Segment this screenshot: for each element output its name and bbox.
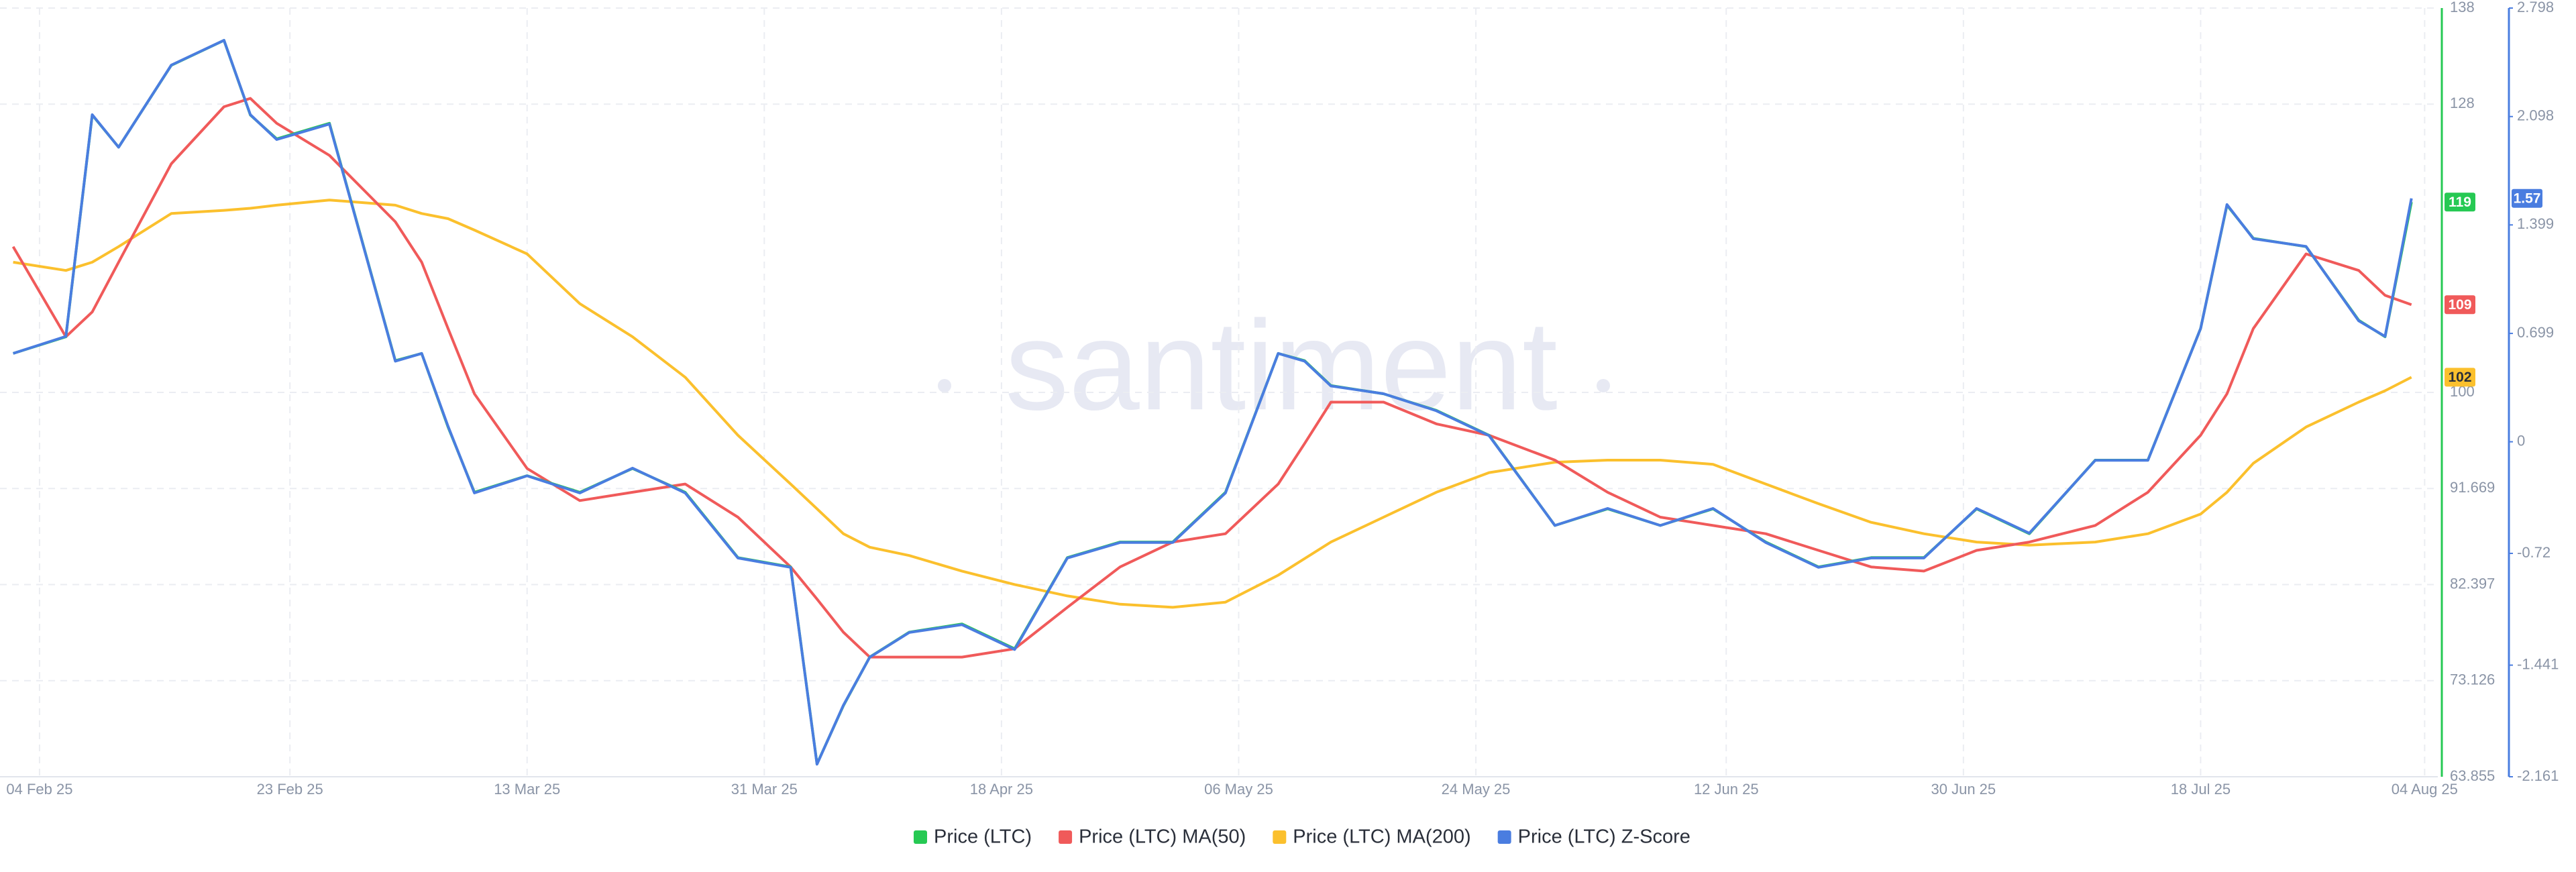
legend-label: Price (LTC)	[934, 826, 1032, 848]
watermark-dot	[1597, 379, 1610, 392]
x-tick-label: 23 Feb 25	[257, 781, 323, 798]
watermark-dot	[938, 379, 951, 392]
legend-label: Price (LTC) MA(200)	[1293, 826, 1470, 848]
end-label: 1.57	[2512, 188, 2542, 208]
x-tick-label: 30 Jun 25	[1931, 781, 1996, 798]
end-label-bg	[2445, 368, 2475, 387]
y-tick-label: 128	[2450, 95, 2475, 111]
y-tick-label: 82.397	[2450, 575, 2495, 592]
end-label-text: 1.57	[2514, 190, 2541, 206]
legend-swatch	[914, 830, 927, 844]
y-tick-label: 91.669	[2450, 479, 2495, 496]
series-line	[11, 97, 2412, 659]
x-tick-label: 31 Mar 25	[731, 781, 798, 798]
y2-tick-label: 2.798	[2517, 0, 2554, 15]
y2-tick-label: 0	[2517, 432, 2525, 449]
legend-label: Price (LTC) Z-Score	[1518, 826, 1690, 848]
legend-swatch	[1497, 830, 1511, 844]
y-tick-label: 63.855	[2450, 767, 2495, 784]
x-tick-label: 12 Jun 25	[1694, 781, 1759, 798]
y2-tick-label: 2.098	[2517, 107, 2554, 124]
y2-tick-label: -2.161	[2517, 767, 2559, 784]
end-label-text: 119	[2449, 195, 2471, 210]
series-line	[13, 199, 2412, 609]
watermark-group: santiment	[938, 294, 1610, 437]
end-label-bg	[2445, 193, 2475, 212]
y2-tick-label: 0.699	[2517, 324, 2554, 341]
y2-tick-label: -1.441	[2517, 655, 2559, 672]
end-label: 109	[2445, 295, 2475, 315]
x-tick-label: 04 Feb 25	[6, 781, 72, 798]
x-tick-label: 06 May 25	[1204, 781, 1273, 798]
end-label-text: 109	[2448, 297, 2471, 313]
y2-tick-label: 1.399	[2517, 215, 2554, 232]
x-tick-label: 18 Jul 25	[2171, 781, 2231, 798]
end-label-bg	[2445, 295, 2475, 315]
end-label: 102	[2445, 368, 2475, 387]
x-tick-label: 04 Aug 25	[2392, 781, 2458, 798]
end-label-bg	[2512, 188, 2542, 208]
end-label: 119	[2445, 193, 2475, 212]
watermark: santiment	[1005, 294, 1558, 437]
legend-swatch	[1059, 830, 1073, 844]
y-tick-label: 73.126	[2450, 671, 2495, 688]
y-tick-label: 138	[2450, 0, 2475, 15]
y2-tick-label: -0.72	[2517, 544, 2551, 561]
x-tick-label: 24 May 25	[1442, 781, 1511, 798]
legend-swatch	[1273, 830, 1287, 844]
legend: Price (LTC) Price (LTC) MA(50) Price (LTC)…	[914, 826, 1690, 848]
series-line	[12, 39, 2413, 766]
end-label-text: 102	[2448, 370, 2471, 385]
x-tick-label: 13 Mar 25	[494, 781, 560, 798]
x-tick-label: 18 Apr 25	[970, 781, 1033, 798]
legend-label: Price (LTC) MA(50)	[1079, 826, 1246, 848]
